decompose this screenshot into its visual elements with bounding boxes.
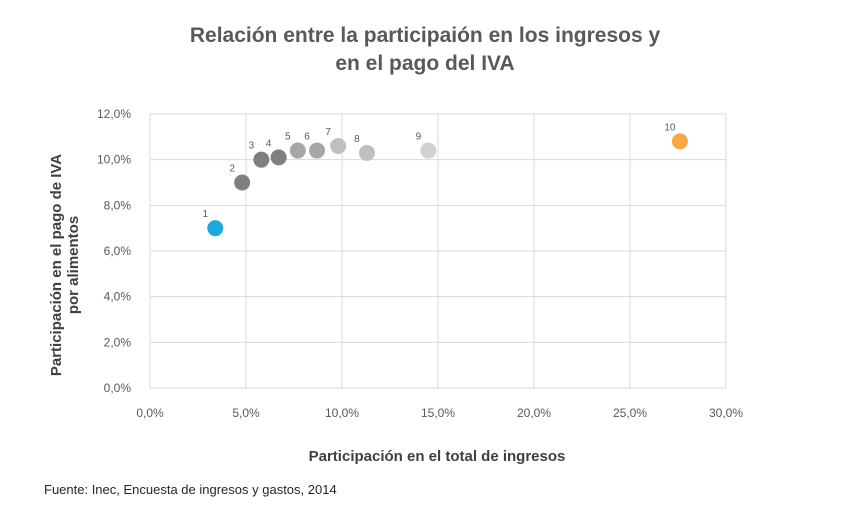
data-point: [420, 142, 437, 159]
data-point: [234, 174, 251, 191]
data-point: [289, 142, 306, 159]
data-label: 4: [266, 138, 272, 149]
grid-lines: [149, 113, 727, 389]
data-label: 7: [325, 127, 331, 138]
data-point: [253, 151, 270, 168]
data-label: 3: [249, 141, 255, 152]
data-label: 6: [304, 132, 310, 143]
x-tick-label: 25,0%: [613, 406, 647, 420]
source-note: Fuente: Inec, Encuesta de ingresos y gas…: [44, 482, 337, 497]
data-label: 10: [664, 122, 676, 133]
y-axis-title-line2: por alimentos: [65, 216, 82, 314]
data-point: [270, 149, 287, 166]
y-tick-label: 2,0%: [104, 335, 132, 349]
data-point: [671, 133, 688, 150]
chart-title-line1: Relación entre la participaión en los in…: [189, 24, 661, 47]
x-tick-label: 20,0%: [517, 406, 551, 420]
x-tick-label: 30,0%: [709, 406, 743, 420]
y-tick-label: 10,0%: [97, 153, 131, 167]
data-point: [330, 137, 347, 154]
data-points: 1 2 3 4 5 6 7 8 9 10: [202, 122, 688, 237]
y-tick-label: 12,0%: [97, 107, 131, 121]
data-label: 2: [229, 164, 235, 175]
chart-title: Relación entre la participaión en los in…: [0, 22, 850, 78]
data-point: [207, 220, 224, 237]
x-tick-label: 15,0%: [421, 406, 455, 420]
x-tick-label: 10,0%: [325, 406, 359, 420]
y-tick-label: 4,0%: [104, 290, 132, 304]
x-axis-ticks: 0,0% 5,0% 10,0% 15,0% 20,0% 25,0% 30,0%: [136, 406, 743, 420]
x-tick-label: 0,0%: [136, 406, 164, 420]
y-tick-label: 0,0%: [104, 381, 132, 395]
y-axis-title: Participación en el pago de IVA por alim…: [48, 154, 82, 376]
y-tick-label: 8,0%: [104, 198, 132, 212]
chart-title-line2: en el pago del IVA: [335, 52, 515, 75]
y-tick-label: 6,0%: [104, 244, 132, 258]
y-axis-title-line1: Participación en el pago de IVA: [48, 154, 65, 376]
x-axis-title: Participación en el total de ingresos: [309, 448, 566, 465]
data-label: 5: [285, 132, 291, 143]
data-label: 9: [416, 132, 422, 143]
x-tick-label: 5,0%: [232, 406, 260, 420]
data-label: 8: [354, 134, 360, 145]
data-point: [309, 142, 326, 159]
y-axis-ticks: 0,0% 2,0% 4,0% 6,0% 8,0% 10,0% 12,0%: [97, 107, 131, 395]
data-point: [358, 144, 375, 161]
data-label: 1: [202, 209, 208, 220]
